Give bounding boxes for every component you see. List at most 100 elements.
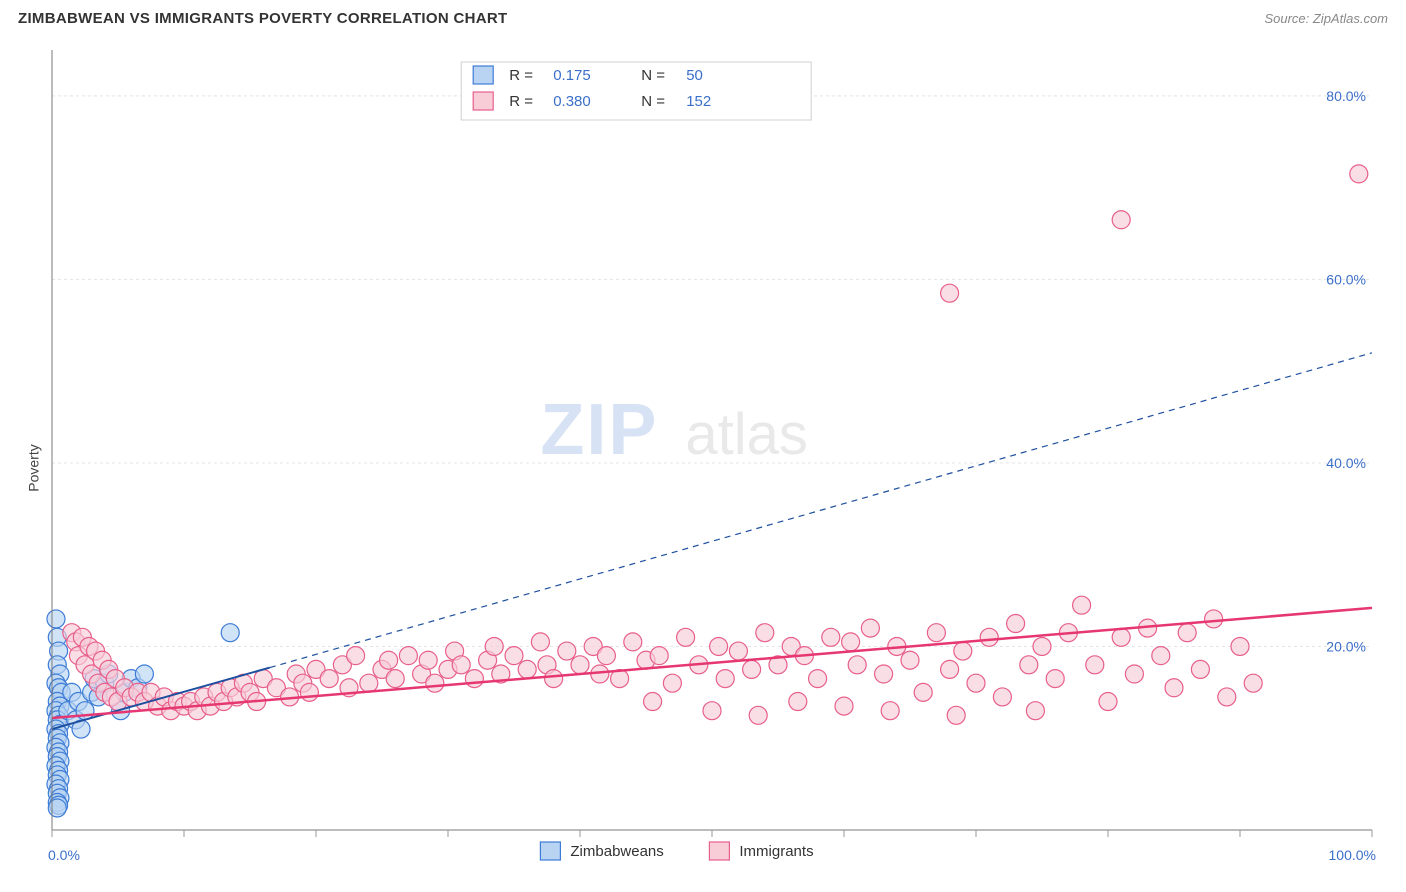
data-point <box>1020 656 1038 674</box>
svg-text:152: 152 <box>686 93 711 110</box>
legend-label: Zimbabweans <box>570 843 663 860</box>
data-point <box>485 637 503 655</box>
svg-text:0.380: 0.380 <box>553 93 591 110</box>
data-point <box>848 656 866 674</box>
data-point <box>452 656 470 674</box>
svg-text:N =: N = <box>641 67 665 84</box>
data-point <box>756 624 774 642</box>
data-point <box>347 647 365 665</box>
source-credit: Source: ZipAtlas.com <box>1264 11 1388 26</box>
data-point <box>749 706 767 724</box>
data-point <box>881 702 899 720</box>
data-point <box>1033 637 1051 655</box>
data-point <box>710 637 728 655</box>
data-point <box>505 647 523 665</box>
data-point <box>941 284 959 302</box>
data-point <box>914 683 932 701</box>
data-point <box>48 799 66 817</box>
data-point <box>954 642 972 660</box>
data-point <box>1073 596 1091 614</box>
scatter-chart: ZIP atlas 0.0% 100.0% 20.0% 40.0% 60.0% 80.0% R … <box>0 44 1406 892</box>
legend-swatch <box>540 842 560 860</box>
data-point <box>822 628 840 646</box>
data-point <box>967 674 985 692</box>
svg-text:N =: N = <box>641 93 665 110</box>
data-point <box>1125 665 1143 683</box>
data-point <box>993 688 1011 706</box>
data-point <box>360 674 378 692</box>
svg-text:50: 50 <box>686 67 703 84</box>
data-point <box>716 670 734 688</box>
chart-container: Poverty ZIP atlas 0.0% 100.0% 20.0% 40.0% 60.0… <box>0 44 1406 892</box>
data-point <box>399 647 417 665</box>
data-point <box>743 660 761 678</box>
data-point <box>644 693 662 711</box>
data-point <box>320 670 338 688</box>
data-point <box>875 665 893 683</box>
data-point <box>386 670 404 688</box>
x-tick-label: 100.0% <box>1329 847 1376 863</box>
data-point <box>1099 693 1117 711</box>
svg-text:ZIP: ZIP <box>540 390 658 470</box>
data-point <box>861 619 879 637</box>
data-point <box>677 628 695 646</box>
data-point <box>1218 688 1236 706</box>
y-tick-label: 80.0% <box>1326 88 1366 104</box>
data-point <box>927 624 945 642</box>
data-point <box>980 628 998 646</box>
data-point <box>1244 674 1262 692</box>
data-point <box>1178 624 1196 642</box>
data-point <box>835 697 853 715</box>
data-point <box>426 674 444 692</box>
legend-label: Immigrants <box>739 843 813 860</box>
data-point <box>1026 702 1044 720</box>
y-axis-label: Poverty <box>26 444 42 491</box>
data-point <box>729 642 747 660</box>
data-point <box>624 633 642 651</box>
data-point <box>650 647 668 665</box>
data-point <box>1191 660 1209 678</box>
header: ZIMBABWEAN VS IMMIGRANTS POVERTY CORRELA… <box>0 0 1406 31</box>
y-tick-label: 60.0% <box>1326 271 1366 287</box>
data-point <box>1007 615 1025 633</box>
data-point <box>1086 656 1104 674</box>
data-point <box>1112 628 1130 646</box>
data-point <box>419 651 437 669</box>
data-point <box>703 702 721 720</box>
data-point <box>901 651 919 669</box>
data-point <box>663 674 681 692</box>
data-point <box>1205 610 1223 628</box>
y-tick-label: 40.0% <box>1326 455 1366 471</box>
data-point <box>597 647 615 665</box>
svg-text:atlas: atlas <box>685 402 808 467</box>
legend-swatch <box>709 842 729 860</box>
data-point <box>1046 670 1064 688</box>
y-tick-label: 20.0% <box>1326 638 1366 654</box>
data-point <box>221 624 239 642</box>
data-point <box>545 670 563 688</box>
data-point <box>809 670 827 688</box>
chart-title: ZIMBABWEAN VS IMMIGRANTS POVERTY CORRELA… <box>18 10 507 27</box>
data-point <box>1152 647 1170 665</box>
data-point <box>571 656 589 674</box>
svg-text:R =: R = <box>509 67 533 84</box>
svg-text:0.175: 0.175 <box>553 67 591 84</box>
data-point <box>531 633 549 651</box>
data-point <box>1112 211 1130 229</box>
data-point <box>789 693 807 711</box>
data-point <box>135 665 153 683</box>
data-point <box>842 633 860 651</box>
x-tick-label: 0.0% <box>48 847 80 863</box>
data-point <box>1165 679 1183 697</box>
data-point <box>1350 165 1368 183</box>
data-point <box>465 670 483 688</box>
svg-text:R =: R = <box>509 93 533 110</box>
data-point <box>941 660 959 678</box>
data-point <box>47 610 65 628</box>
data-point <box>300 683 318 701</box>
data-point <box>380 651 398 669</box>
data-point <box>947 706 965 724</box>
data-point <box>558 642 576 660</box>
data-point <box>518 660 536 678</box>
data-point <box>1231 637 1249 655</box>
